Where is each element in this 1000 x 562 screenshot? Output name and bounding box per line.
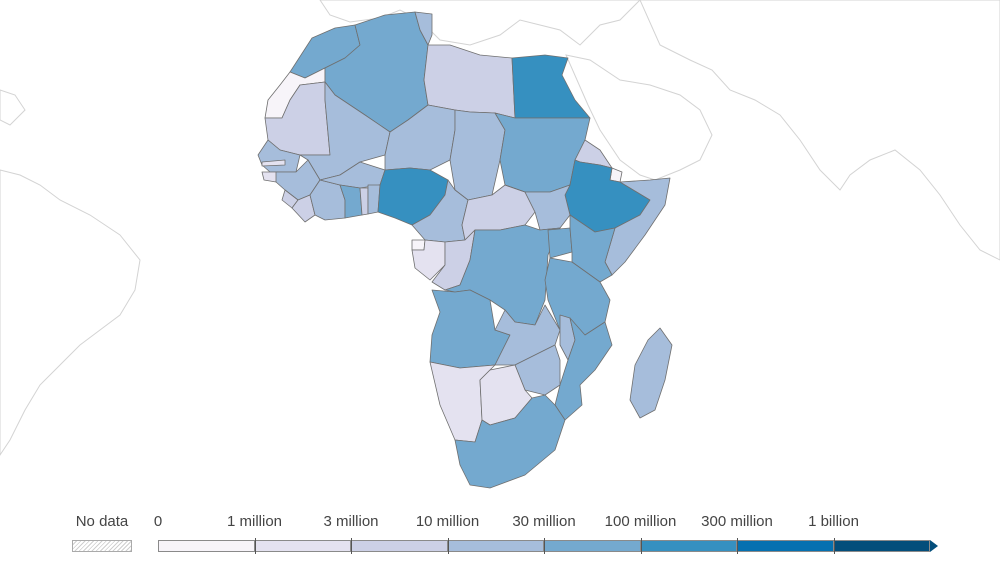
legend-arrow xyxy=(930,540,938,552)
legend-label: 0 xyxy=(153,513,163,530)
country-somalia[interactable] xyxy=(604,177,671,276)
legend-label: 1 million xyxy=(226,513,283,530)
choropleth-map[interactable] xyxy=(0,0,1000,500)
map-legend: No data 0 1 million 3 million 10 million 30 … xyxy=(0,505,1000,562)
country-tunisia[interactable] xyxy=(414,11,433,46)
legend-bin[interactable] xyxy=(544,540,641,552)
legend-bin[interactable] xyxy=(158,540,255,552)
country-madagascar[interactable] xyxy=(629,327,673,419)
legend-bin[interactable] xyxy=(351,540,448,552)
legend-tick xyxy=(737,538,738,554)
legend-no-data-swatch xyxy=(72,540,132,552)
legend-tick xyxy=(447,538,449,554)
legend-label: 300 million xyxy=(701,513,773,530)
country-zimbabwe[interactable] xyxy=(514,344,561,396)
legend-tick xyxy=(544,538,545,554)
legend-label: 10 million xyxy=(415,513,480,530)
asia-land xyxy=(639,0,1000,261)
legend-tick xyxy=(351,538,352,554)
south-america-land xyxy=(0,169,141,456)
legend-label: 100 million xyxy=(604,513,677,530)
context-landmasses xyxy=(0,0,1000,456)
country-uganda[interactable] xyxy=(547,227,573,259)
europe-land xyxy=(319,0,641,46)
middle-east-land xyxy=(565,54,713,181)
caribbean-land xyxy=(0,89,26,126)
legend-label: 3 million xyxy=(323,513,379,530)
legend-bin[interactable] xyxy=(447,540,544,552)
legend-tick xyxy=(254,538,256,554)
country-chad[interactable] xyxy=(449,109,506,201)
legend-bin[interactable] xyxy=(737,540,834,552)
africa-countries[interactable] xyxy=(257,11,673,489)
legend-tick xyxy=(640,538,642,554)
legend-tick xyxy=(833,538,835,554)
legend-no-data-label: No data xyxy=(75,513,129,530)
legend-label: 30 million xyxy=(512,513,576,530)
country-south-africa[interactable] xyxy=(454,394,566,489)
country-zambia[interactable] xyxy=(494,304,561,366)
legend-label: 1 billion xyxy=(808,513,859,530)
map-canvas[interactable] xyxy=(0,0,1000,500)
country-mozambique[interactable] xyxy=(554,317,613,421)
legend-bin[interactable] xyxy=(833,540,930,552)
legend-bin[interactable] xyxy=(640,540,737,552)
legend-bin[interactable] xyxy=(254,540,351,552)
country-gambia[interactable] xyxy=(261,159,286,167)
country-equatorial-guinea[interactable] xyxy=(411,239,426,251)
country-kenya[interactable] xyxy=(569,214,616,283)
country-ghana[interactable] xyxy=(339,184,363,219)
